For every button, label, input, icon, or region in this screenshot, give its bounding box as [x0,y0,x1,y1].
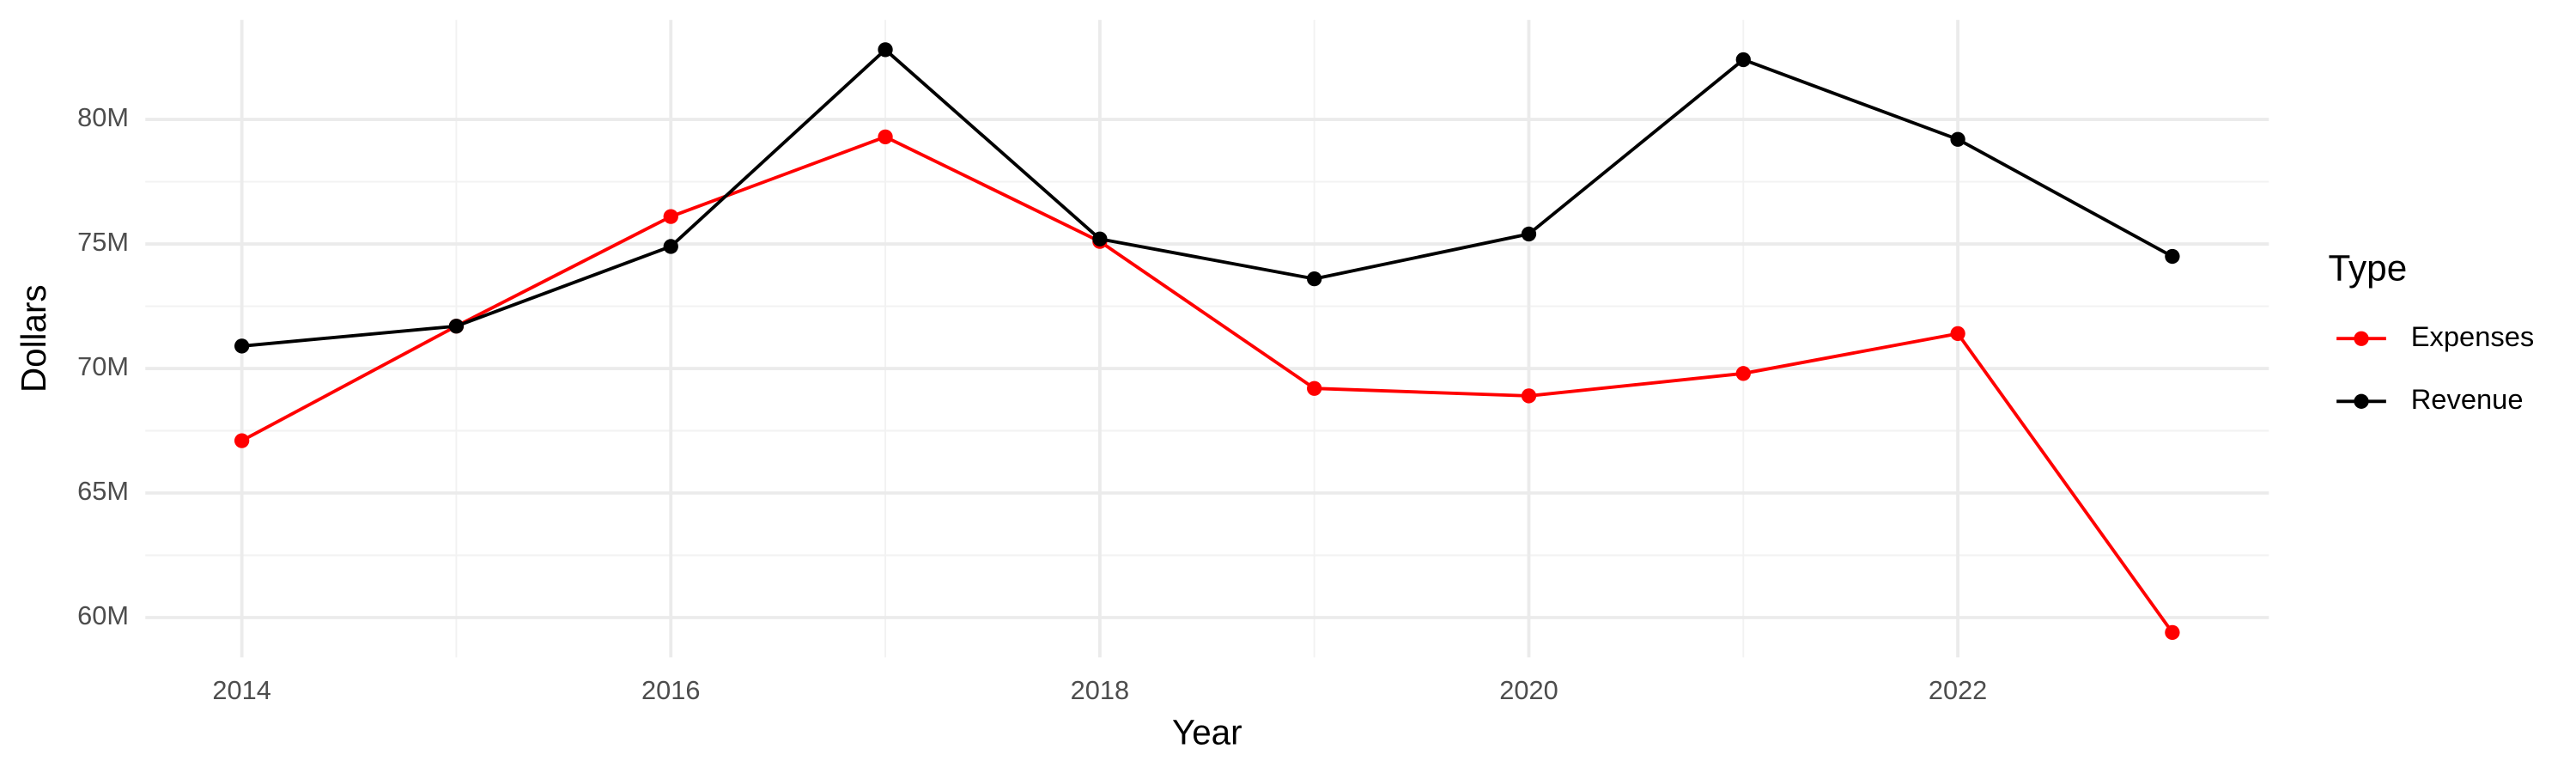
x-tick-label: 2022 [1929,675,1987,705]
x-tick-label: 2020 [1499,675,1558,705]
data-point [663,209,678,224]
data-point [878,42,893,58]
data-point [1521,226,1537,242]
data-point [1307,271,1322,287]
y-tick-label: 75M [77,227,129,257]
legend-key-point [2354,393,2369,409]
data-point [1307,380,1322,396]
data-point [2165,248,2180,265]
data-point [1735,366,1751,381]
x-tick-label: 2014 [212,675,270,705]
y-tick-label: 80M [77,102,129,132]
series-line [241,47,2173,348]
y-tick-label: 70M [77,351,129,381]
legend-label: Revenue [2411,383,2524,415]
data-point [1092,231,1108,247]
data-point [234,338,250,354]
y-tick-label: 60M [77,600,129,630]
data-point [1521,388,1537,404]
x-tick-label: 2018 [1071,675,1129,705]
data-point [2165,624,2180,641]
data-point [1735,52,1751,68]
data-point [663,239,678,254]
legend-label: Expenses [2411,320,2535,352]
series-line [240,135,2174,634]
data-point [448,319,465,334]
x-tick-label: 2016 [641,675,700,705]
y-tick-label: 65M [77,476,129,506]
x-axis-title: Year [1172,712,1242,752]
legend-title: Type [2329,248,2408,289]
legend-key-point [2354,331,2369,346]
data-point [1950,326,1965,342]
data-point [234,433,250,448]
y-axis-title: Dollars [14,284,53,393]
data-point [1950,131,1965,147]
data-point [878,129,893,145]
